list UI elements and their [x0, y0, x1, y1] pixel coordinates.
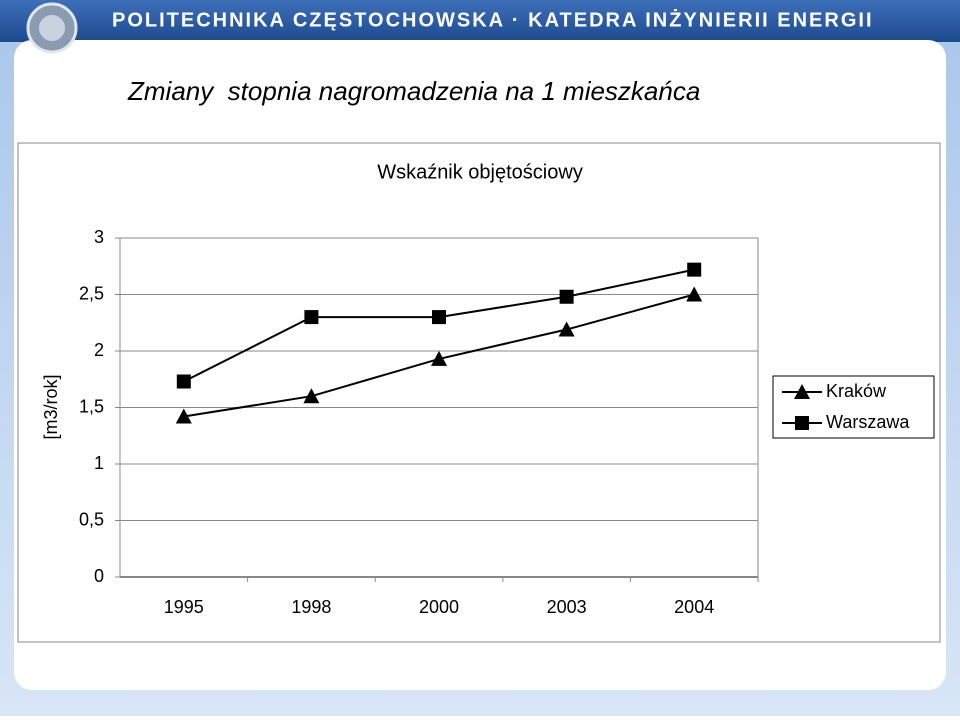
- marker-triangle: [558, 321, 575, 337]
- marker-square: [304, 310, 319, 325]
- slide-title: Zmiany stopnia nagromadzenia na 1 mieszk…: [127, 76, 700, 106]
- chart-title: Wskaźnik objętościowy: [377, 161, 583, 183]
- header-title: POLITECHNIKA CZĘSTOCHOWSKA · KATEDRA INŻ…: [112, 8, 874, 31]
- marker-triangle: [175, 408, 192, 424]
- y-tick-label: 0: [94, 566, 104, 586]
- y-tick-label: 2,5: [79, 283, 104, 303]
- y-tick-label: 2: [94, 340, 104, 360]
- legend-label: Kraków: [826, 381, 887, 401]
- y-tick-label: 1: [94, 453, 104, 473]
- x-tick-label: 2000: [419, 597, 459, 617]
- marker-triangle: [686, 286, 703, 302]
- marker-square: [795, 416, 809, 430]
- marker-square: [432, 310, 446, 325]
- marker-triangle: [303, 388, 320, 404]
- marker-square: [687, 262, 702, 277]
- y-axis-label: [m3/rok]: [41, 374, 61, 439]
- marker-square: [559, 289, 574, 304]
- logo: [26, 2, 78, 54]
- x-tick-label: 1998: [291, 597, 331, 617]
- y-tick-label: 1,5: [79, 396, 104, 416]
- x-tick-label: 2003: [547, 597, 587, 617]
- legend-label: Warszawa: [826, 412, 910, 432]
- header-bar: [0, 0, 960, 42]
- x-tick-label: 1995: [164, 597, 204, 617]
- y-tick-label: 0,5: [79, 509, 104, 529]
- marker-triangle: [794, 384, 810, 399]
- marker-triangle: [431, 350, 447, 366]
- y-tick-label: 3: [94, 227, 104, 247]
- x-tick-label: 2004: [674, 597, 714, 617]
- marker-square: [176, 374, 191, 389]
